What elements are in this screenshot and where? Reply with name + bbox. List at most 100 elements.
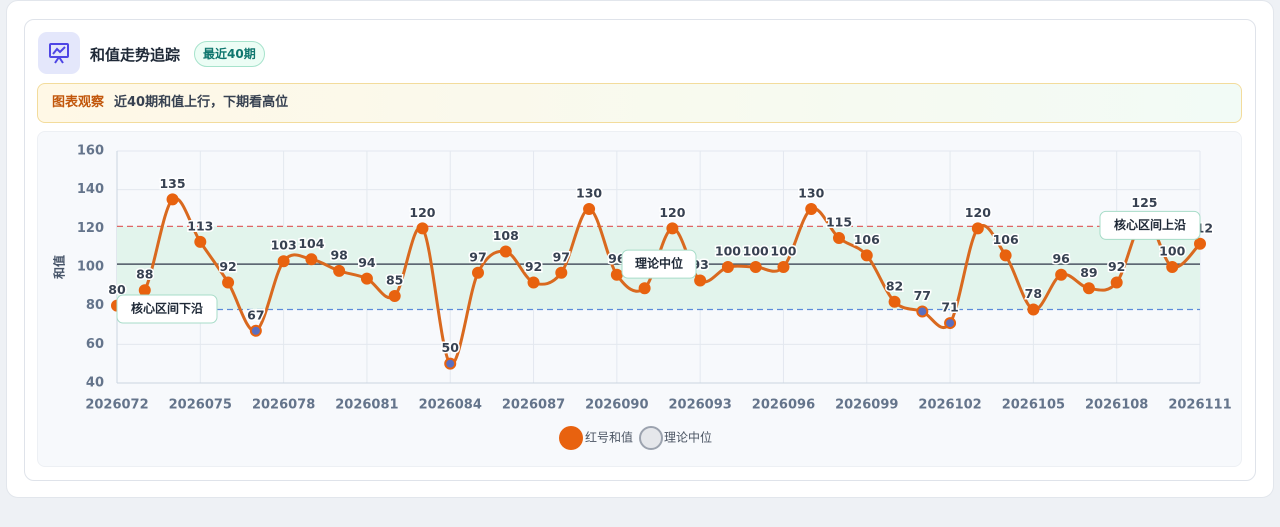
value-label: 135 — [159, 176, 185, 191]
x-tick-label: 2026081 — [335, 398, 398, 413]
x-tick-label: 2026105 — [1002, 398, 1065, 413]
legend-swatch — [559, 426, 583, 450]
value-label: 50 — [442, 340, 460, 355]
value-label: 97 — [469, 249, 486, 264]
value-label: 92 — [219, 259, 236, 274]
data-point — [416, 222, 429, 235]
data-point — [944, 317, 957, 330]
data-point — [833, 232, 845, 244]
data-point — [1110, 276, 1123, 289]
value-label: 89 — [1080, 265, 1097, 280]
y-axis-label: 和值 — [52, 255, 67, 280]
value-label: 125 — [1131, 195, 1157, 210]
value-label: 67 — [247, 307, 264, 322]
legend-label: 理论中位 — [664, 430, 712, 445]
data-point — [1055, 268, 1068, 281]
value-label: 120 — [409, 205, 435, 220]
data-point — [277, 255, 290, 268]
data-point — [527, 276, 540, 289]
data-point — [777, 261, 790, 273]
legend-swatch — [639, 426, 663, 450]
value-label: 130 — [798, 186, 824, 201]
y-tick-label: 100 — [77, 260, 104, 275]
data-point — [1194, 237, 1206, 250]
data-point — [721, 261, 734, 273]
x-tick-label: 2026111 — [1168, 398, 1231, 413]
data-point — [749, 261, 762, 273]
reference-label-box — [116, 294, 218, 324]
y-tick-label: 40 — [86, 376, 104, 391]
value-label: 104 — [298, 236, 324, 251]
value-label: 120 — [659, 205, 685, 220]
icon-glyph — [49, 43, 69, 64]
card-title: 和值走势追踪 — [90, 46, 181, 64]
value-label: 113 — [187, 218, 213, 233]
reference-label: 核心区间上沿 — [1114, 217, 1186, 232]
y-tick-label: 120 — [77, 221, 104, 236]
x-tick-label: 2026096 — [752, 398, 815, 413]
value-label: 115 — [826, 215, 852, 230]
data-point — [1082, 282, 1095, 295]
data-point — [166, 193, 179, 206]
chart-icon — [38, 32, 80, 74]
x-tick-label: 2026090 — [585, 398, 648, 413]
data-point — [472, 266, 484, 279]
data-point — [888, 295, 901, 308]
value-label: 120 — [965, 205, 991, 220]
x-tick-label: 2026087 — [502, 398, 565, 413]
value-label: 103 — [271, 238, 297, 253]
value-label: 106 — [854, 232, 880, 247]
x-tick-label: 2026099 — [835, 398, 898, 413]
value-label: 130 — [576, 186, 602, 201]
x-tick-label: 2026093 — [668, 398, 731, 413]
value-label: 94 — [358, 255, 376, 270]
value-label: 80 — [108, 282, 126, 297]
data-point — [555, 266, 568, 279]
value-label: 106 — [993, 232, 1019, 247]
data-point — [444, 357, 457, 370]
reference-label: 理论中位 — [635, 256, 683, 271]
data-point — [333, 264, 346, 277]
observation-bar: 图表观察 近40期和值上行，下期看高位 — [37, 83, 1242, 123]
observation-text: 近40期和值上行，下期看高位 — [114, 95, 289, 110]
data-point — [138, 284, 151, 297]
y-tick-label: 140 — [77, 182, 104, 197]
value-label: 82 — [886, 278, 903, 293]
x-tick-label: 2026108 — [1085, 398, 1148, 413]
value-label: 100 — [770, 244, 796, 259]
value-label: 98 — [330, 247, 347, 262]
value-label: 100 — [1159, 244, 1185, 259]
data-point — [360, 272, 373, 285]
data-point — [499, 245, 512, 258]
data-point — [610, 268, 623, 281]
y-tick-label: 160 — [77, 144, 104, 159]
value-label: 92 — [1108, 259, 1125, 274]
value-label: 96 — [1052, 251, 1070, 266]
value-label: 77 — [914, 288, 931, 303]
data-point — [583, 203, 596, 215]
value-label: 100 — [715, 244, 741, 259]
value-label: 92 — [525, 259, 542, 274]
y-tick-label: 60 — [86, 337, 104, 352]
x-tick-label: 2026078 — [252, 398, 315, 413]
data-point — [805, 203, 818, 215]
reference-label: 核心区间下沿 — [131, 301, 203, 316]
x-tick-label: 2026075 — [169, 398, 232, 413]
data-point — [305, 253, 318, 266]
value-label: 78 — [1025, 286, 1042, 301]
legend-label: 红号和值 — [585, 430, 633, 445]
x-tick-label: 2026072 — [85, 398, 148, 413]
value-label: 97 — [553, 249, 570, 264]
data-point — [249, 324, 262, 337]
data-point — [638, 282, 651, 295]
data-point — [1166, 261, 1179, 273]
data-point — [916, 305, 929, 318]
data-point — [860, 249, 873, 262]
value-label: 71 — [941, 300, 958, 315]
x-tick-label: 2026102 — [918, 398, 981, 413]
value-label: 88 — [136, 267, 153, 282]
value-label: 108 — [493, 228, 519, 243]
x-tick-label: 2026084 — [419, 398, 482, 413]
